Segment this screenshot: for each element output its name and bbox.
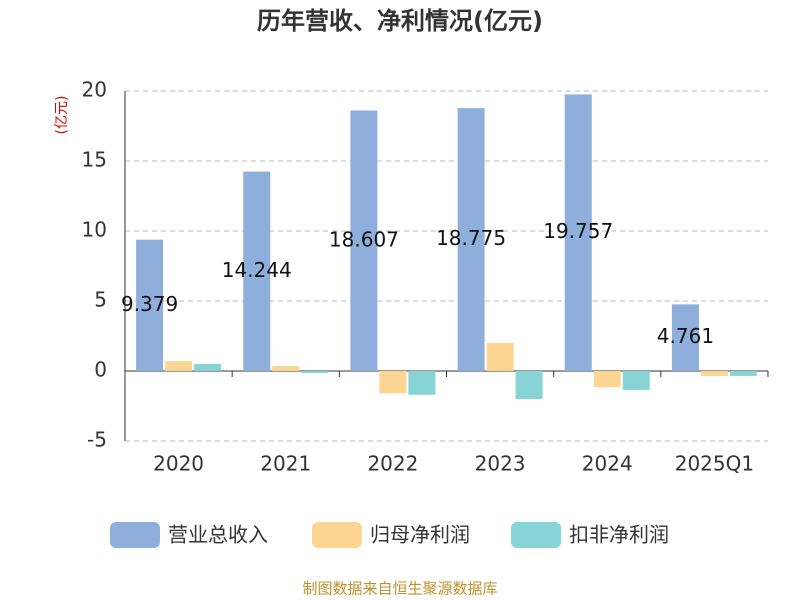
x-tick-label: 2021 [260,452,311,476]
legend-label: 营业总收入 [168,523,268,547]
x-tick-label: 2025Q1 [675,452,754,476]
data-label: 18.775 [436,226,506,250]
bar [136,239,164,371]
bar [165,361,193,371]
y-axis-label: (亿元) [54,96,70,135]
y-tick-label: 10 [82,218,107,242]
bar [671,304,699,371]
bar [700,371,728,376]
x-tick-label: 2022 [367,452,418,476]
bar [194,364,222,371]
bar [350,110,378,371]
data-label: 4.761 [657,324,714,348]
bar [243,171,271,371]
legend-swatch [511,522,561,548]
bar [272,366,300,371]
x-tick-label: 2020 [153,452,204,476]
legend-swatch [312,522,362,548]
data-label: 19.757 [543,219,613,243]
bar [593,371,621,388]
bar [301,371,329,374]
y-tick-label: 20 [82,78,107,102]
chart-title: 历年营收、净利情况(亿元) [257,7,543,35]
bar [729,371,757,376]
y-tick-label: 0 [94,358,107,382]
legend-swatch [110,522,160,548]
bar [622,371,650,390]
bar [379,371,407,394]
source-note: 制图数据来自恒生聚源数据库 [302,580,497,598]
legend-label: 扣非净利润 [569,523,669,547]
bar [564,94,592,371]
bar [408,371,436,395]
y-tick-label: 15 [82,148,107,172]
y-tick-label: -5 [87,428,107,452]
bar [515,371,543,399]
bar [486,343,514,371]
x-tick-label: 2024 [582,452,633,476]
data-label: 18.607 [329,227,399,251]
y-tick-label: 5 [94,288,107,312]
data-label: 14.244 [222,258,292,282]
data-label: 9.379 [121,292,178,316]
bar [457,108,485,372]
x-tick-label: 2023 [475,452,526,476]
legend-label: 归母净利润 [370,523,470,547]
